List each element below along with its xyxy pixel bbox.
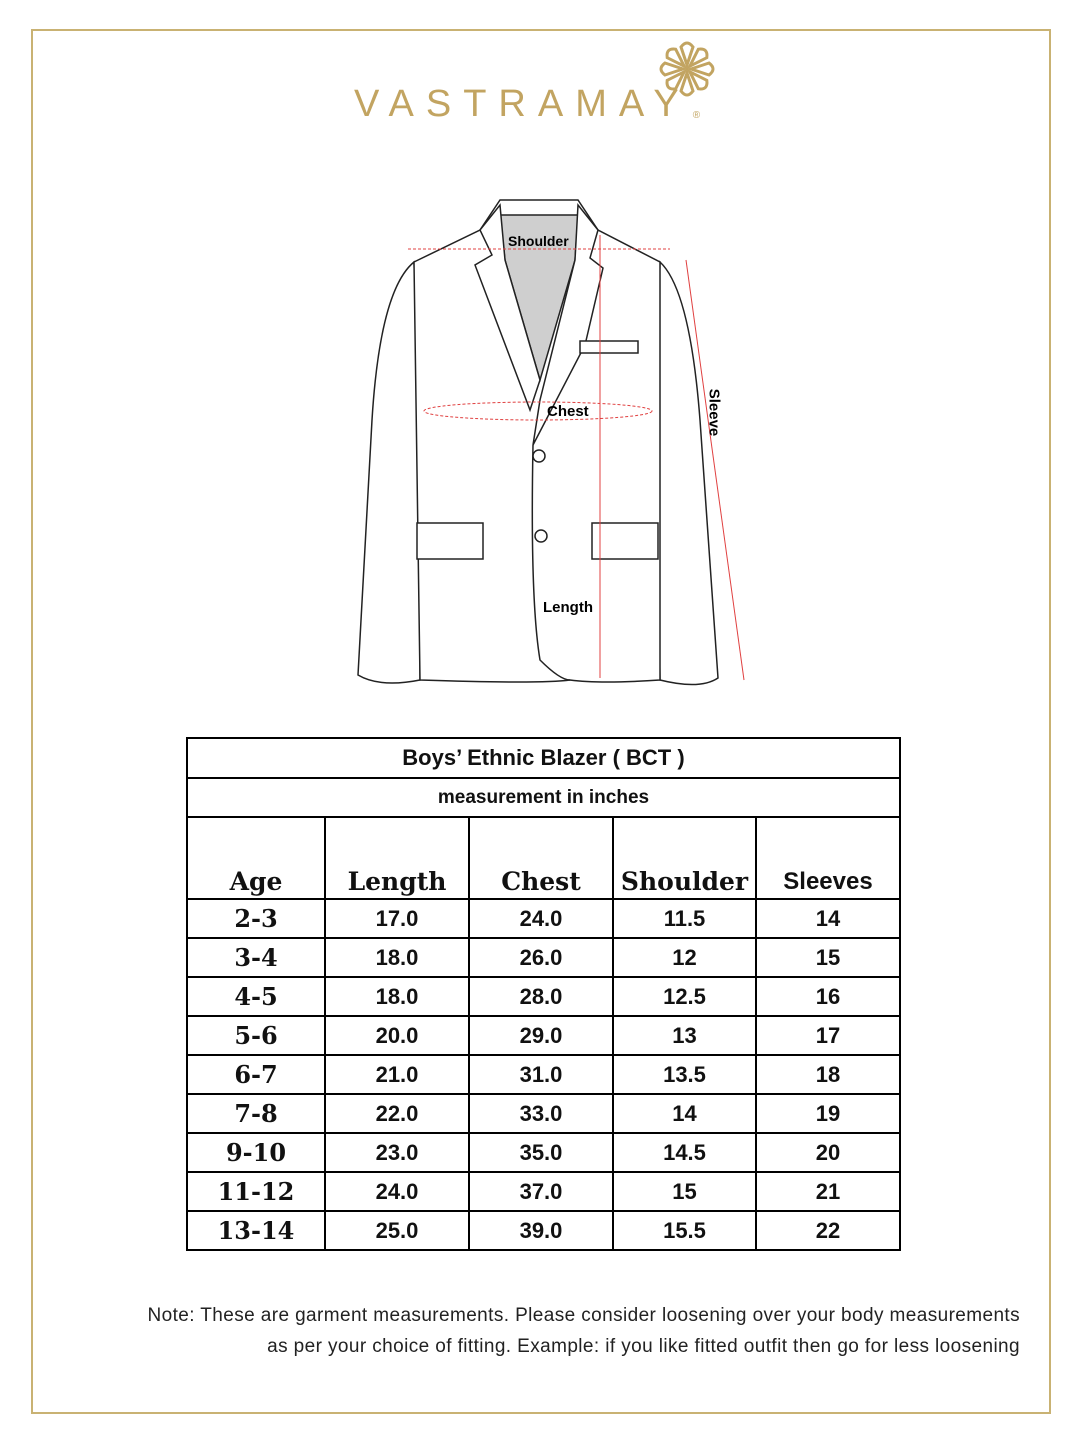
- left-sleeve: [357, 260, 421, 684]
- table-row: 6-7 21.0 31.0 13.5 18: [186, 1054, 901, 1095]
- cell-shoulder: 14.5: [612, 1132, 757, 1173]
- note-line-1: Note: These are garment measurements. Pl…: [147, 1305, 1020, 1326]
- right-hip-pocket: [591, 522, 659, 560]
- cell-sleeves: 21: [755, 1171, 901, 1212]
- cell-shoulder: 13.5: [612, 1054, 757, 1095]
- note-line-2: as per your choice of fitting. Example: …: [267, 1336, 1020, 1357]
- cell-chest: 24.0: [468, 898, 614, 939]
- shoulder-label: Shoulder: [508, 233, 569, 249]
- cell-shoulder: 15.5: [612, 1210, 757, 1251]
- cell-sleeves: 14: [755, 898, 901, 939]
- cell-shoulder: 15: [612, 1171, 757, 1212]
- header-age: Age: [186, 816, 326, 900]
- registered-mark: ®: [692, 110, 701, 121]
- cell-chest: 39.0: [468, 1210, 614, 1251]
- table-header-row: Age Length Chest Shoulder Sleeves: [186, 816, 901, 900]
- front-edge: [531, 444, 571, 681]
- blazer-diagram: [357, 199, 745, 686]
- cell-sleeves: 15: [755, 937, 901, 978]
- page-border: [31, 29, 1051, 1414]
- cell-shoulder: 11.5: [612, 898, 757, 939]
- cell-chest: 26.0: [468, 937, 614, 978]
- sleeve-label: Sleeve: [705, 388, 723, 437]
- cell-age: 3-4: [186, 937, 326, 978]
- button-icon: [534, 529, 548, 543]
- cell-age: 13-14: [186, 1210, 326, 1251]
- cell-sleeves: 22: [755, 1210, 901, 1251]
- button-icon: [532, 449, 546, 463]
- cell-sleeves: 19: [755, 1093, 901, 1134]
- cell-length: 22.0: [324, 1093, 470, 1134]
- cell-age: 11-12: [186, 1171, 326, 1212]
- table-row: 7-8 22.0 33.0 14 19: [186, 1093, 901, 1134]
- cell-chest: 35.0: [468, 1132, 614, 1173]
- brand-emblem-icon: [659, 41, 715, 97]
- header-sleeves: Sleeves: [755, 816, 901, 900]
- cell-chest: 33.0: [468, 1093, 614, 1134]
- cell-sleeves: 18: [755, 1054, 901, 1095]
- table-row: 11-12 24.0 37.0 15 21: [186, 1171, 901, 1212]
- cell-age: 2-3: [186, 898, 326, 939]
- cell-length: 18.0: [324, 937, 470, 978]
- fitting-note: Note: These are garment measurements. Pl…: [30, 1300, 1020, 1362]
- table-row: 4-5 18.0 28.0 12.5 16: [186, 976, 901, 1017]
- table-title: Boys’ Ethnic Blazer ( BCT ): [186, 737, 901, 779]
- left-lapel: [474, 203, 541, 413]
- cell-age: 6-7: [186, 1054, 326, 1095]
- length-label: Length: [543, 599, 593, 616]
- cell-sleeves: 16: [755, 976, 901, 1017]
- cell-age: 9-10: [186, 1132, 326, 1173]
- cell-shoulder: 12.5: [612, 976, 757, 1017]
- header-chest: Chest: [468, 816, 614, 900]
- cell-age: 4-5: [186, 976, 326, 1017]
- cell-length: 21.0: [324, 1054, 470, 1095]
- cell-age: 5-6: [186, 1015, 326, 1056]
- right-sleeve: [654, 260, 719, 686]
- cell-shoulder: 13: [612, 1015, 757, 1056]
- table-row: 13-14 25.0 39.0 15.5 22: [186, 1210, 901, 1251]
- cell-sleeves: 20: [755, 1132, 901, 1173]
- sleeve-measure-line: [685, 259, 745, 681]
- cell-shoulder: 12: [612, 937, 757, 978]
- cell-length: 20.0: [324, 1015, 470, 1056]
- chest-label: Chest: [547, 403, 589, 420]
- chest-measure-line: [423, 401, 653, 421]
- chest-pocket: [579, 340, 639, 354]
- left-hip-pocket: [416, 522, 484, 560]
- brand-logo-text: VASTRAMAY: [354, 83, 691, 125]
- table-row: 5-6 20.0 29.0 13 17: [186, 1015, 901, 1056]
- cell-chest: 37.0: [468, 1171, 614, 1212]
- cell-sleeves: 17: [755, 1015, 901, 1056]
- size-chart-table: Boys’ Ethnic Blazer ( BCT ) measurement …: [186, 737, 901, 1251]
- brand-logo: VASTRAMAY ®: [354, 84, 700, 124]
- blazer-body: [413, 199, 661, 683]
- cell-chest: 28.0: [468, 976, 614, 1017]
- cell-shoulder: 14: [612, 1093, 757, 1134]
- cell-length: 24.0: [324, 1171, 470, 1212]
- cell-length: 17.0: [324, 898, 470, 939]
- cell-length: 25.0: [324, 1210, 470, 1251]
- cell-length: 18.0: [324, 976, 470, 1017]
- cell-length: 23.0: [324, 1132, 470, 1173]
- table-row: 9-10 23.0 35.0 14.5 20: [186, 1132, 901, 1173]
- header-shoulder: Shoulder: [612, 816, 757, 900]
- header-length: Length: [324, 816, 470, 900]
- cell-chest: 31.0: [468, 1054, 614, 1095]
- table-subtitle: measurement in inches: [186, 777, 901, 818]
- cell-chest: 29.0: [468, 1015, 614, 1056]
- cell-age: 7-8: [186, 1093, 326, 1134]
- table-row: 3-4 18.0 26.0 12 15: [186, 937, 901, 978]
- table-row: 2-3 17.0 24.0 11.5 14: [186, 898, 901, 939]
